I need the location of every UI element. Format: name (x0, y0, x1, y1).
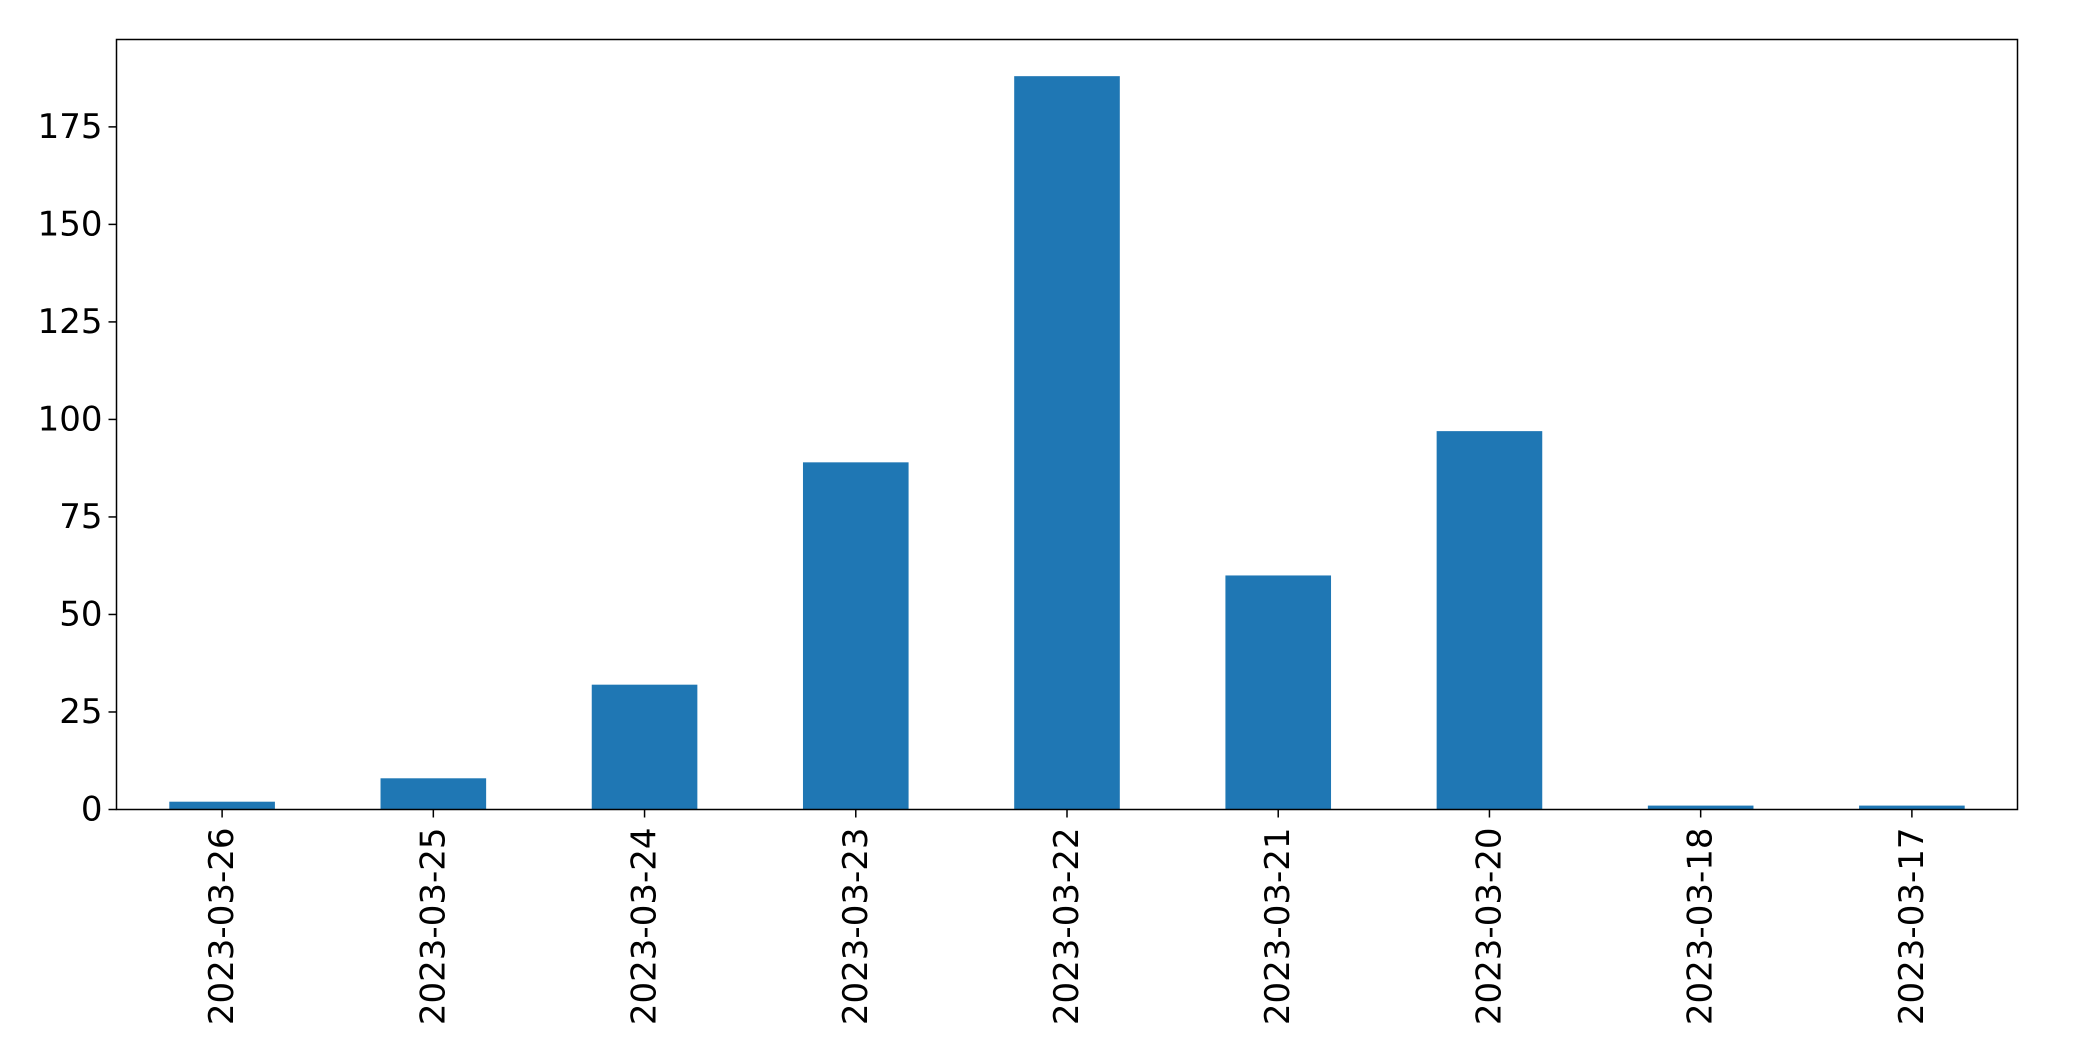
x-tick-label: 2023-03-23 (836, 828, 876, 1026)
bar-2023-03-26 (169, 801, 275, 810)
bar-2023-03-17 (1859, 805, 1965, 810)
y-tick-label: 50 (59, 594, 102, 634)
y-tick-label: 125 (38, 302, 103, 342)
y-tick-label: 100 (38, 399, 103, 439)
y-axis: 0 25 50 75 100 125 150 175 (38, 107, 117, 830)
bar-2023-03-24 (591, 684, 698, 810)
x-tick-label: 2023-03-26 (202, 828, 242, 1026)
y-tick-label: 75 (59, 497, 102, 537)
y-tick-label: 0 (81, 790, 103, 830)
x-tick-label: 2023-03-18 (1681, 828, 1721, 1026)
x-tick-label: 2023-03-17 (1892, 828, 1932, 1026)
bar-2023-03-22 (1014, 76, 1120, 810)
x-tick-label: 2023-03-21 (1258, 828, 1298, 1026)
x-tick-label: 2023-03-24 (625, 828, 665, 1026)
y-tick-label: 25 (59, 692, 102, 732)
bar-2023-03-20 (1436, 431, 1543, 810)
plot-frame (115, 38, 2019, 811)
bar-2023-03-23 (802, 462, 909, 810)
x-tick-label: 2023-03-25 (413, 828, 453, 1026)
bar-2023-03-21 (1225, 575, 1332, 810)
bar-2023-03-18 (1647, 805, 1754, 810)
bar-2023-03-25 (380, 778, 487, 810)
y-tick-label: 150 (38, 204, 103, 244)
bars-group (169, 76, 1965, 810)
y-tick-label: 175 (38, 107, 103, 147)
x-tick-label: 2023-03-22 (1047, 828, 1087, 1026)
x-axis: 2023-03-26 2023-03-25 2023-03-24 2023-03-23… (202, 809, 1932, 1026)
x-tick-label: 2023-03-20 (1469, 828, 1509, 1026)
